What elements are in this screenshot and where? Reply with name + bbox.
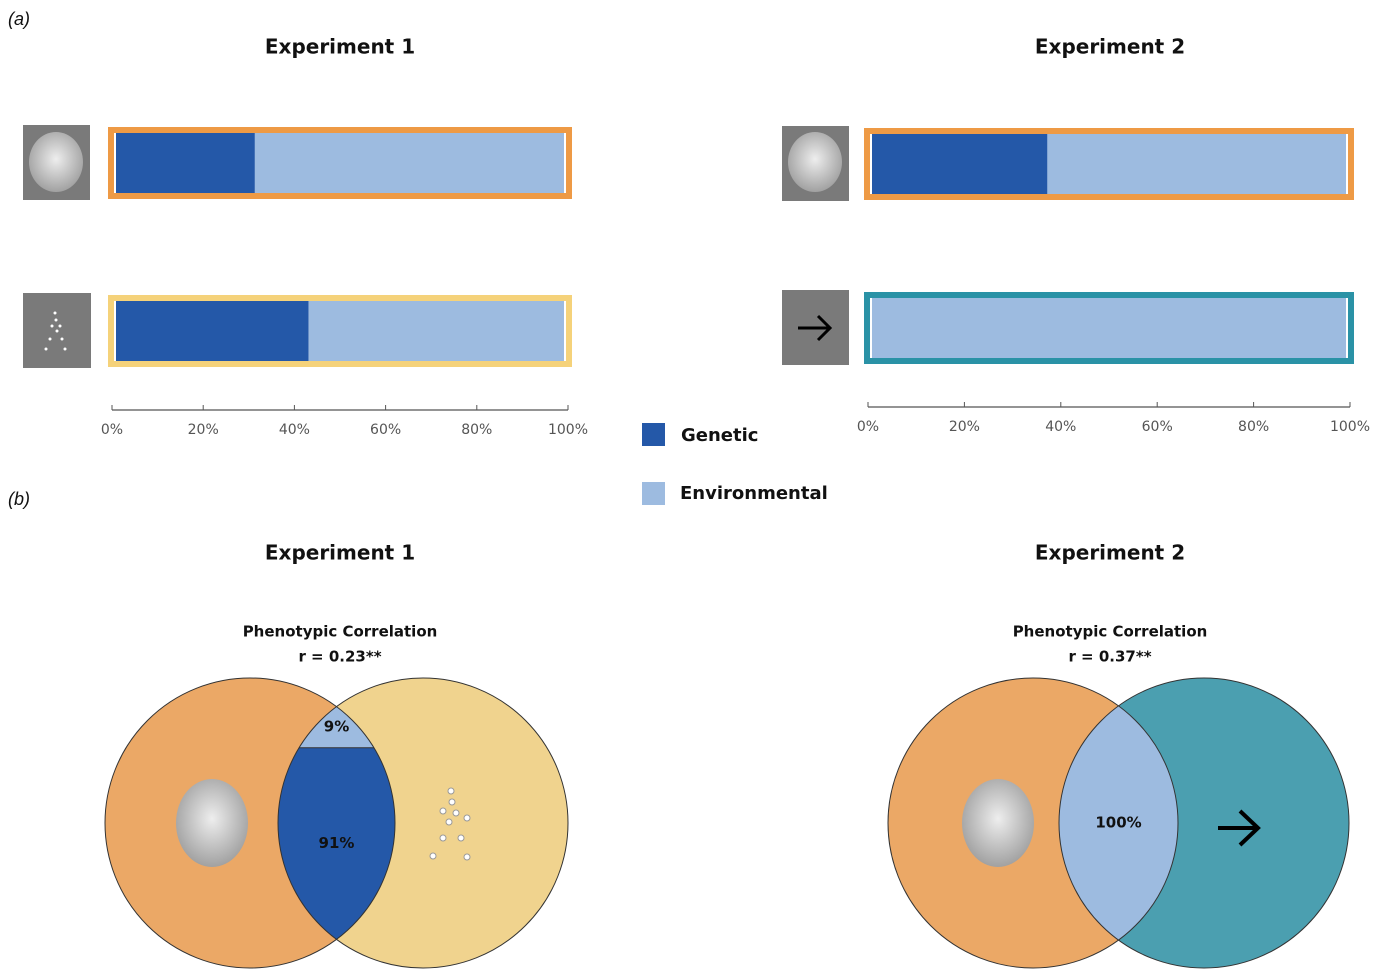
bar-frame bbox=[864, 128, 1354, 200]
overlap-label: 100% bbox=[1095, 814, 1141, 832]
legend-label: Environmental bbox=[680, 483, 828, 504]
bar-frame bbox=[864, 292, 1354, 364]
bar-segment bbox=[116, 301, 309, 361]
venn-outline bbox=[277, 677, 569, 969]
panel-title: Experiment 2 bbox=[1035, 541, 1185, 565]
bar-segment bbox=[116, 133, 255, 193]
panel-label: (b) bbox=[8, 489, 30, 509]
venn-outline bbox=[104, 677, 396, 969]
bar-segment bbox=[872, 134, 1048, 194]
venn-annotation: r = 0.37** bbox=[1068, 648, 1151, 666]
bar-segment bbox=[1047, 134, 1346, 194]
venn-subtitle: Phenotypic Correlation bbox=[243, 623, 438, 641]
bar-segment bbox=[308, 301, 564, 361]
x-tick-label: 0% bbox=[857, 419, 879, 435]
panel-title: Experiment 2 bbox=[1035, 35, 1185, 59]
legend-label: Genetic bbox=[681, 425, 758, 446]
bar-segment bbox=[254, 133, 564, 193]
x-tick-label: 0% bbox=[101, 422, 123, 438]
x-tick-label: 80% bbox=[461, 422, 492, 438]
venn-outline bbox=[887, 677, 1179, 969]
x-tick-label: 40% bbox=[279, 422, 310, 438]
x-tick-label: 60% bbox=[1142, 419, 1173, 435]
x-tick-label: 60% bbox=[370, 422, 401, 438]
legend-swatch bbox=[642, 482, 665, 505]
overlap-label: 91% bbox=[319, 834, 355, 852]
overlap-label: 9% bbox=[324, 718, 349, 736]
bar-segment bbox=[872, 298, 1346, 358]
x-tick-label: 40% bbox=[1045, 419, 1076, 435]
x-tick-label: 20% bbox=[188, 422, 219, 438]
venn-annotation: r = 0.23** bbox=[298, 648, 381, 666]
venn-outline bbox=[1058, 677, 1350, 969]
x-tick-label: 100% bbox=[548, 422, 588, 438]
bar-frame bbox=[108, 127, 572, 199]
panel-title: Experiment 1 bbox=[265, 35, 415, 59]
stimulus-icons bbox=[23, 125, 849, 368]
legend-swatch bbox=[642, 423, 665, 446]
x-tick-label: 100% bbox=[1330, 419, 1370, 435]
bar-frame bbox=[108, 295, 572, 367]
x-tick-label: 80% bbox=[1238, 419, 1269, 435]
panel-title: Experiment 1 bbox=[265, 541, 415, 565]
x-tick-label: 20% bbox=[949, 419, 980, 435]
panel-label: (a) bbox=[8, 9, 30, 29]
venn-icons bbox=[176, 779, 1261, 867]
venn-subtitle: Phenotypic Correlation bbox=[1013, 623, 1208, 641]
